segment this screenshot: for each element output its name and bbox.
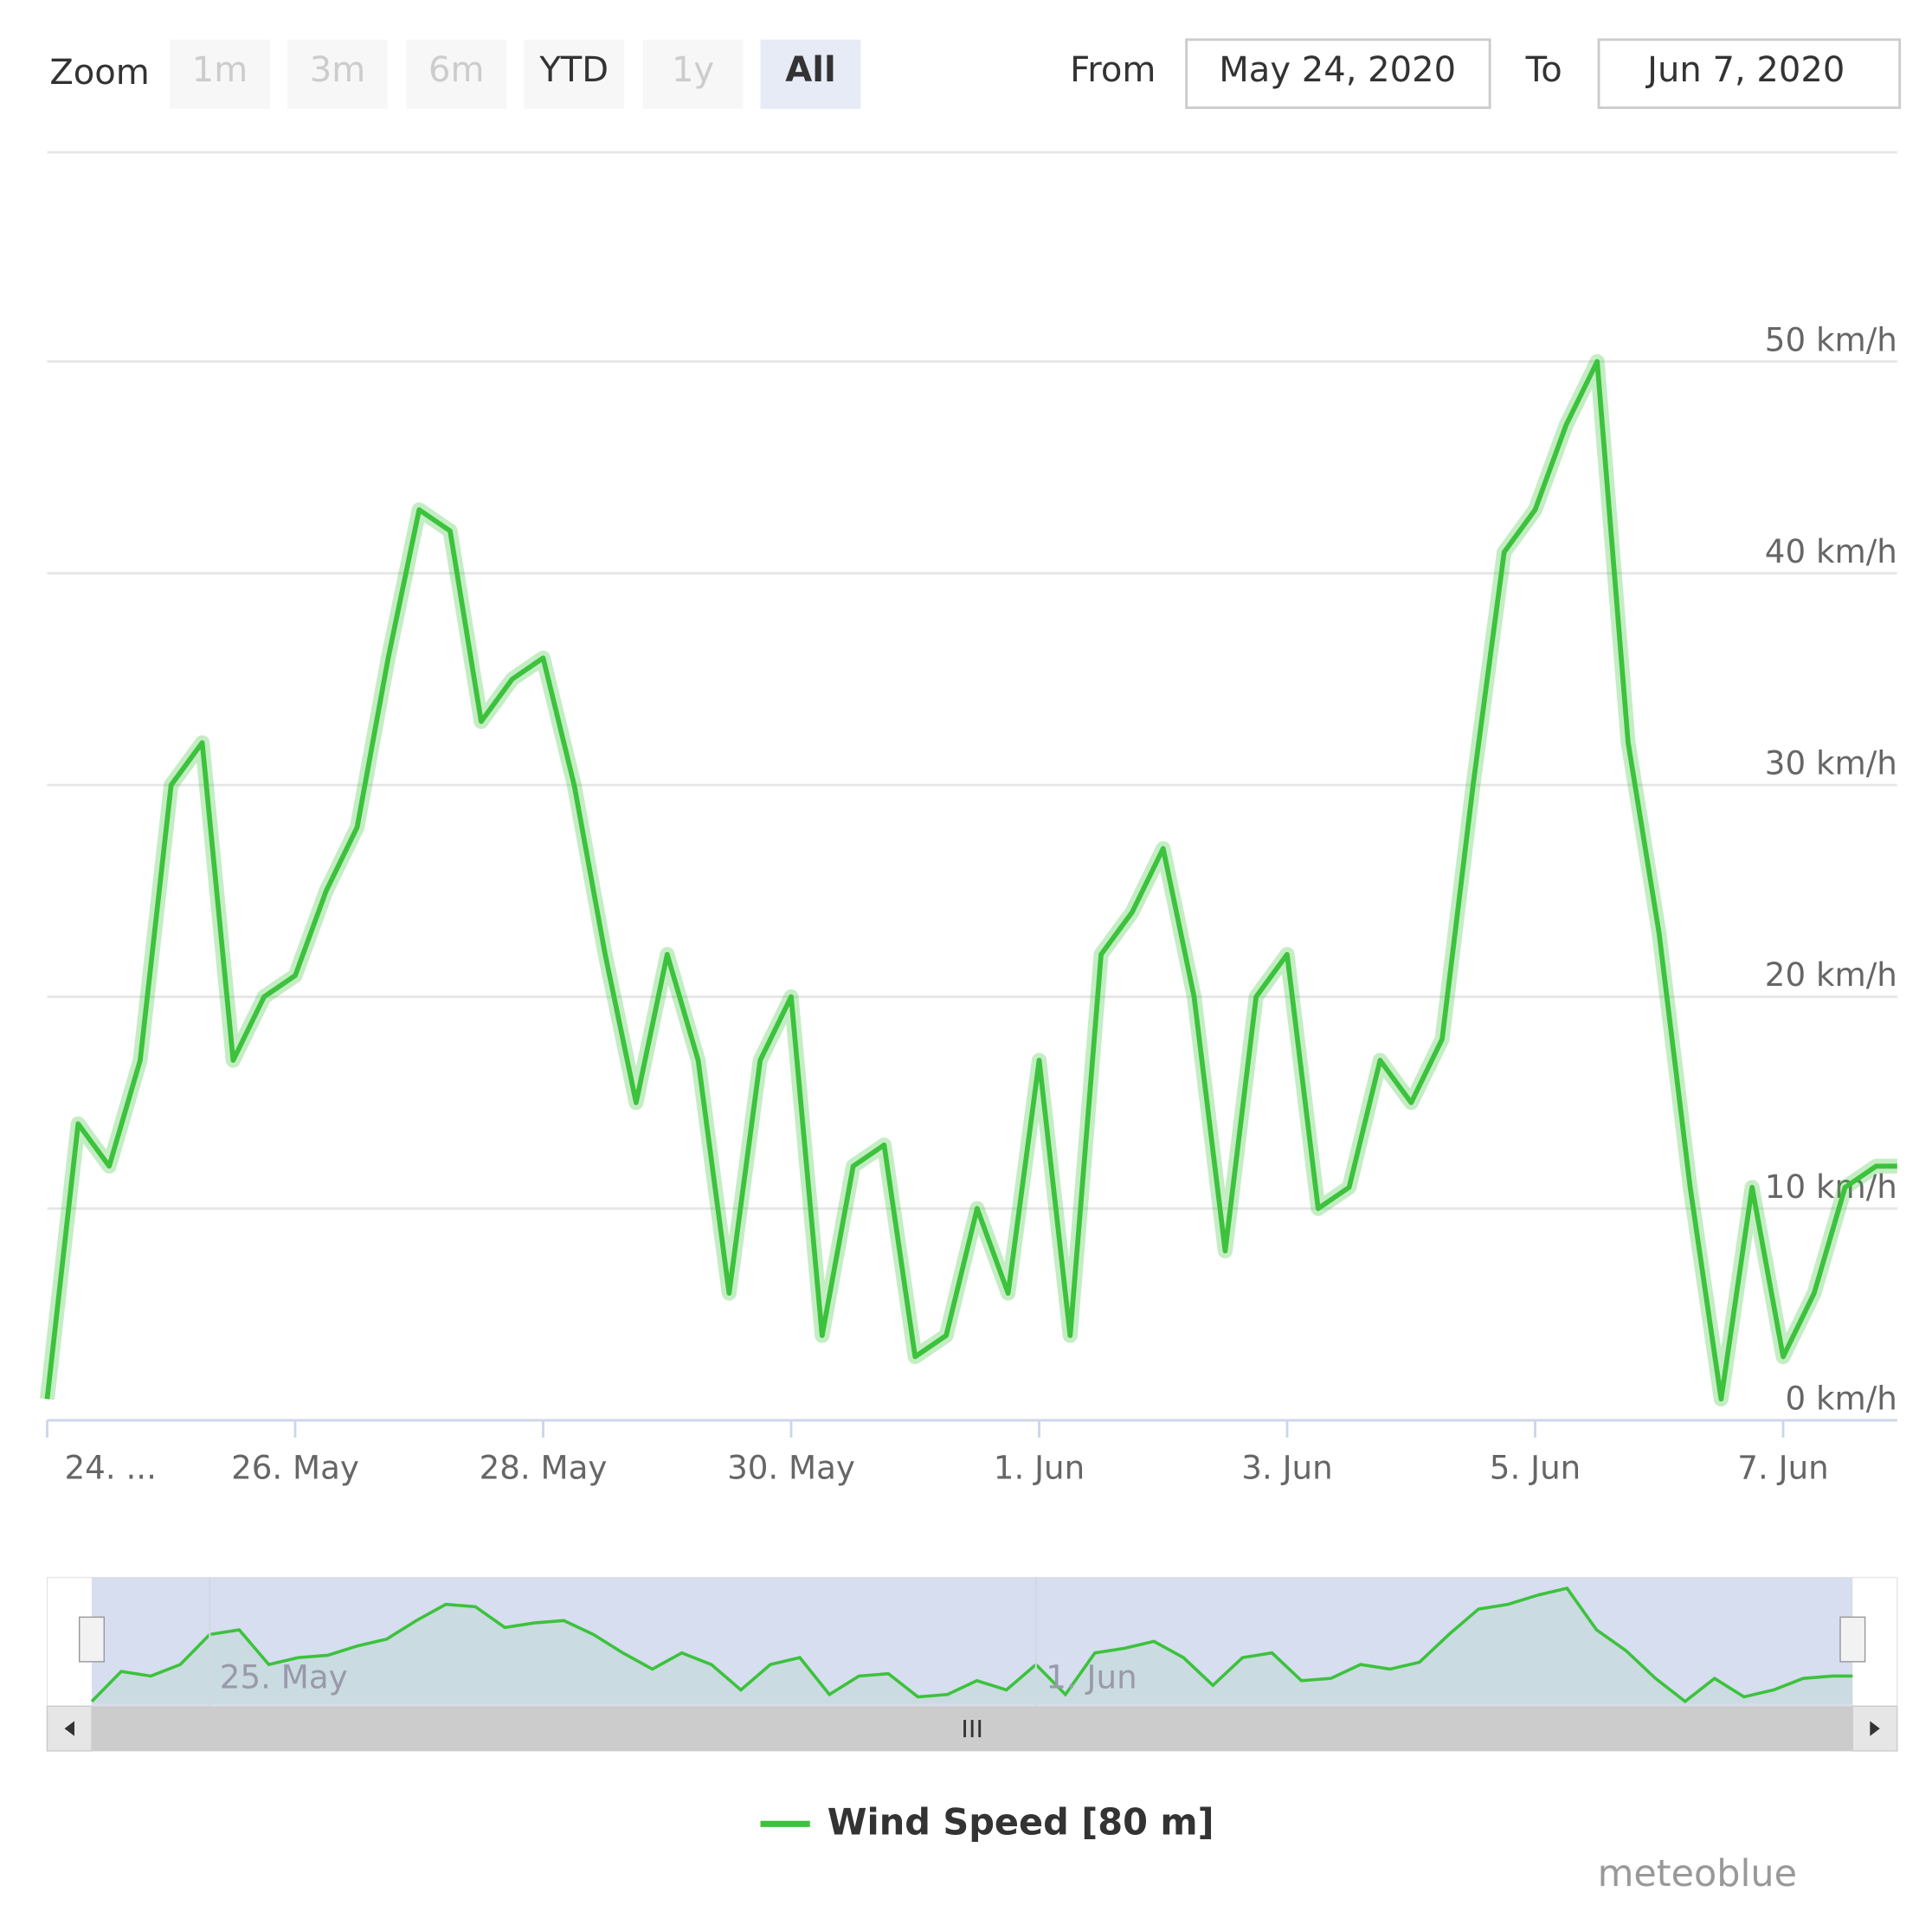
zoom-button-label[interactable]: 3m [310,50,366,90]
from-label: From [1070,50,1156,90]
to-label: To [1525,50,1562,90]
scroll-right-arrow [1870,1721,1880,1736]
x-tick-label: 3. Jun [1241,1449,1332,1487]
x-tick-label: 7. Jun [1737,1449,1828,1487]
x-tick-label: 24. ... [65,1449,157,1487]
from-date[interactable]: May 24, 2020 [1219,50,1456,90]
navigator-handle-left[interactable] [78,1616,106,1663]
navigator-line [90,1587,1853,1704]
scrollbar-grip [963,1720,982,1738]
zoom-button[interactable] [524,39,625,109]
x-tick-label: 26. May [231,1449,359,1487]
zoom-button-label[interactable]: 6m [428,50,485,90]
zoom-button-label[interactable]: 1y [672,50,714,90]
series-line [44,358,1897,1402]
to-date[interactable]: Jun 7, 2020 [1645,50,1845,90]
zoom-button[interactable] [170,39,271,109]
zoom-button[interactable] [642,39,744,109]
zoom-label: Zoom [49,53,149,93]
credit: meteoblue [1598,1852,1797,1895]
zoom-button-label[interactable]: 1m [192,50,248,90]
legend-label[interactable]: Wind Speed [80 m] [828,1801,1214,1844]
x-tick-label: 28. May [480,1449,608,1487]
scroll-left-arrow [64,1721,74,1736]
navigator-mask[interactable] [91,1577,1853,1707]
x-tick-label: 1. Jun [994,1449,1085,1487]
x-tick-label: 5. Jun [1490,1449,1581,1487]
navigator-tick-label: 25. May [220,1657,348,1696]
y-tick-label: 30 km/h [1765,744,1897,782]
navigator-area [91,1588,1853,1704]
zoom-button[interactable] [406,39,507,109]
navigator-handle-right[interactable] [1839,1616,1866,1663]
series-glow [39,354,1897,1407]
y-tick-label: 50 km/h [1765,320,1897,358]
to-input[interactable] [1597,38,1902,109]
zoom-button-label[interactable]: YTD [538,50,609,90]
y-tick-label: 10 km/h [1765,1168,1897,1206]
from-input[interactable] [1185,38,1491,109]
y-tick-label: 0 km/h [1785,1380,1897,1418]
zoom-button-label[interactable]: All [785,50,835,90]
y-tick-label: 20 km/h [1765,956,1897,994]
navigator-tick-label: 1. Jun [1046,1657,1137,1696]
y-tick-label: 40 km/h [1765,532,1897,570]
zoom-button[interactable] [287,39,388,109]
x-tick-label: 30. May [727,1449,855,1487]
zoom-button[interactable] [760,39,861,109]
